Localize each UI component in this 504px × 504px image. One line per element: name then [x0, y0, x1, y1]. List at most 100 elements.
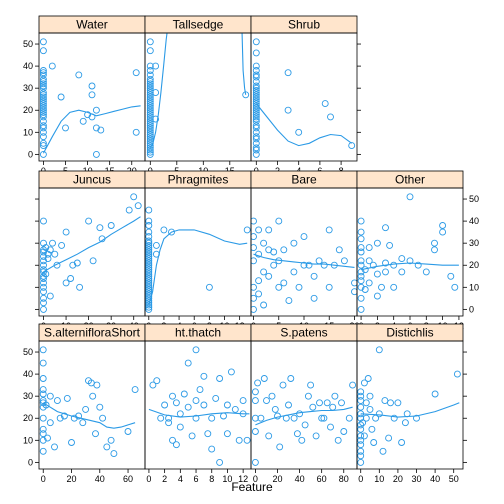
data-point: [251, 414, 259, 422]
x-tick-label: 0: [146, 474, 151, 484]
x-tick-label: 12: [238, 474, 248, 484]
data-point: [252, 108, 260, 116]
data-point: [254, 379, 262, 387]
panel-title: Water: [76, 18, 108, 32]
data-point: [357, 228, 365, 236]
data-point: [39, 390, 47, 398]
data-point: [58, 241, 66, 249]
data-point: [60, 412, 68, 420]
panel-s-alterniflorashort: S.alternifloraShort 0 20 40 60 0 10 20 30 40 50: [23, 323, 146, 484]
data-point: [357, 425, 365, 433]
data-point: [357, 388, 365, 396]
data-point: [327, 113, 334, 121]
data-point: [39, 128, 47, 136]
data-point: [97, 126, 105, 134]
data-point: [40, 283, 47, 291]
data-point: [145, 255, 153, 263]
data-point: [92, 106, 100, 114]
data-point: [265, 272, 273, 280]
data-point: [366, 405, 374, 413]
data-point: [301, 421, 309, 429]
data-point: [46, 246, 54, 254]
y-tick-label: 40: [469, 216, 479, 226]
smooth-curve: [360, 262, 459, 271]
data-point: [252, 67, 260, 74]
panel-points: [252, 38, 356, 158]
data-point: [96, 403, 104, 411]
data-point: [290, 239, 298, 247]
data-point: [285, 297, 293, 305]
data-point: [39, 75, 47, 83]
y-tick-label: 30: [469, 238, 479, 248]
panel-distichlis: Distichlis 0 10 20 30 40 50: [356, 323, 467, 484]
data-point: [146, 126, 154, 134]
y-tick-label: 50: [23, 39, 33, 49]
data-point: [79, 117, 87, 125]
panel-title: Phragmites: [168, 173, 229, 187]
data-point: [373, 239, 381, 247]
data-point: [49, 239, 56, 247]
data-point: [92, 430, 99, 438]
data-point: [146, 108, 154, 116]
smooth-curve: [253, 253, 355, 268]
data-point: [39, 97, 47, 105]
panel-title: Distichlis: [386, 326, 433, 340]
data-point: [413, 414, 420, 422]
smooth-curve: [148, 408, 250, 418]
data-point: [152, 89, 160, 97]
data-point: [39, 38, 47, 46]
data-point: [146, 78, 154, 86]
data-point: [176, 410, 184, 418]
x-tick-label: 0: [358, 474, 363, 484]
data-point: [130, 193, 138, 201]
x-tick-label: 20: [393, 474, 403, 484]
data-point: [146, 102, 154, 110]
data-point: [145, 299, 153, 307]
x-tick-label: 60: [317, 474, 327, 484]
data-point: [145, 286, 153, 293]
data-point: [146, 120, 154, 127]
data-point: [305, 261, 313, 269]
data-point: [145, 279, 153, 287]
data-point: [357, 392, 365, 400]
x-tick-label: 20: [272, 474, 282, 484]
data-point: [145, 270, 153, 278]
data-point: [316, 399, 323, 407]
data-point: [146, 135, 154, 143]
data-point: [92, 124, 100, 132]
data-point: [145, 263, 153, 271]
data-point: [385, 434, 393, 442]
data-point: [134, 202, 142, 210]
data-point: [89, 392, 97, 400]
data-point: [287, 375, 295, 382]
data-point: [357, 305, 365, 313]
data-point: [146, 106, 154, 114]
data-point: [84, 111, 92, 119]
panel-points: [145, 206, 251, 313]
x-tick-label: 4: [178, 474, 183, 484]
data-point: [381, 397, 389, 405]
data-point: [280, 246, 288, 254]
data-point: [431, 239, 438, 247]
data-point: [223, 430, 231, 438]
y-tick-label: 20: [469, 260, 479, 270]
data-point: [176, 423, 184, 431]
data-point: [145, 266, 153, 274]
data-point: [357, 248, 365, 256]
data-point: [252, 144, 260, 152]
data-point: [42, 401, 50, 409]
data-point: [40, 272, 47, 280]
data-point: [251, 388, 259, 396]
data-point: [131, 386, 139, 394]
panel-title: Juncus: [73, 173, 111, 187]
data-point: [169, 392, 176, 400]
data-point: [252, 106, 260, 114]
data-point: [251, 283, 257, 291]
data-point: [145, 261, 153, 269]
data-point: [414, 261, 422, 269]
x-axis-label: Feature: [231, 480, 273, 494]
panel-frame: [38, 32, 146, 162]
data-point: [252, 139, 260, 147]
data-point: [40, 279, 47, 287]
data-point: [39, 430, 47, 438]
